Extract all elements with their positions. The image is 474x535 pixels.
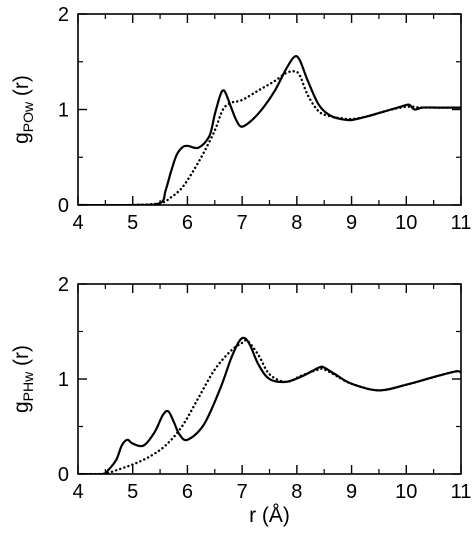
y-axis-label: gPOw (r) <box>10 75 36 144</box>
x-tick-label: 11 <box>451 481 472 503</box>
y-tick-label: 0 <box>58 464 69 486</box>
solid-series-line <box>78 55 461 205</box>
y-axis-label: gPHw (r) <box>10 345 36 413</box>
x-tick-label: 4 <box>72 212 83 234</box>
dotted-series-line <box>78 70 461 205</box>
panel-gphw: 4 5 6 7 8 9 10 11 0 1 2 gPHw (r) r (Å) <box>10 274 471 527</box>
x-tick-label: 9 <box>346 212 357 234</box>
y-tick-label: 0 <box>58 195 69 217</box>
y-axis-label-subscript: PHw <box>20 371 36 401</box>
y-axis-label-suffix: (r) <box>10 75 33 102</box>
x-tick-label: 4 <box>72 481 83 503</box>
y-axis-label-subscript: POw <box>20 101 36 132</box>
y-tick-label: 1 <box>58 369 69 391</box>
solid-series-line <box>78 336 461 474</box>
dotted-series-line <box>78 339 461 474</box>
x-tick-label: 10 <box>395 481 417 503</box>
x-tick-label: 5 <box>127 481 138 503</box>
x-tick-label: 11 <box>451 212 472 234</box>
y-axis-label-main: g <box>10 401 33 413</box>
x-tick-label: 8 <box>291 481 302 503</box>
x-tick-label: 7 <box>237 481 248 503</box>
x-tick-label: 5 <box>127 212 138 234</box>
panel-gpow: 4 5 6 7 8 9 10 11 0 1 2 gPOw (r) <box>10 4 471 234</box>
y-tick-label: 2 <box>58 274 69 296</box>
x-tick-label: 6 <box>182 212 193 234</box>
x-tick-label: 6 <box>182 481 193 503</box>
y-tick-label: 1 <box>58 100 69 122</box>
x-tick-label: 7 <box>237 212 248 234</box>
y-axis-label-suffix: (r) <box>10 345 33 372</box>
x-tick-label: 8 <box>291 212 302 234</box>
x-axis-label: r (Å) <box>249 504 290 527</box>
y-axis-label-main: g <box>10 132 33 144</box>
series-group <box>78 55 461 205</box>
x-tick-label: 10 <box>395 212 417 234</box>
x-tick-label: 9 <box>346 481 357 503</box>
series-group <box>78 336 461 474</box>
plot-frame <box>77 13 462 206</box>
y-tick-label: 2 <box>58 4 69 26</box>
